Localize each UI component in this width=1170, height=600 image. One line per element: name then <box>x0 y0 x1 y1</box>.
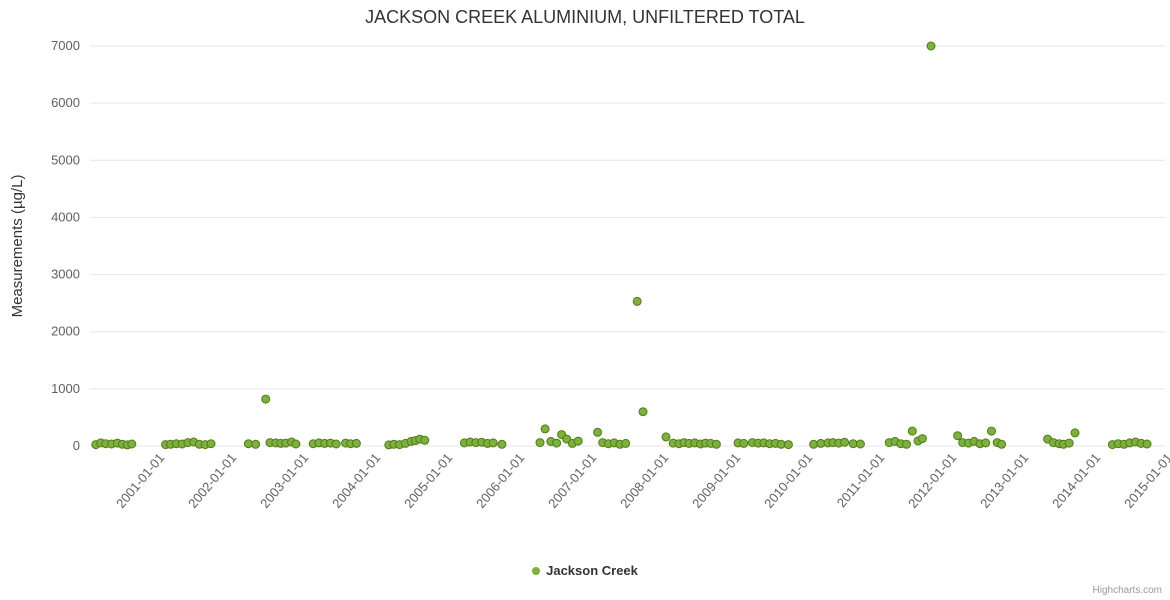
legend-item[interactable]: Jackson Creek <box>0 563 1170 578</box>
data-point[interactable] <box>331 439 341 449</box>
data-point[interactable] <box>127 439 137 449</box>
data-point[interactable] <box>1142 439 1152 449</box>
data-point[interactable] <box>783 440 793 450</box>
data-point[interactable] <box>855 439 865 449</box>
data-point[interactable] <box>926 41 936 51</box>
y-axis-tick-label: 4000 <box>51 209 80 224</box>
data-point[interactable] <box>573 436 583 446</box>
y-axis-tick-label: 5000 <box>51 152 80 167</box>
x-axis-tick-label: 2010-01-01 <box>761 450 815 511</box>
legend-marker-icon <box>532 566 541 575</box>
x-axis-tick-label: 2003-01-01 <box>257 450 311 511</box>
data-point[interactable] <box>632 296 642 306</box>
y-axis-tick-label: 0 <box>73 438 80 453</box>
data-point[interactable] <box>351 438 361 448</box>
data-point[interactable] <box>261 394 271 404</box>
data-point[interactable] <box>488 438 498 448</box>
x-axis-tick-label: 2007-01-01 <box>545 450 599 511</box>
data-point[interactable] <box>552 438 562 448</box>
highcharts-credits-link[interactable]: Highcharts.com <box>1092 585 1162 596</box>
data-point[interactable] <box>291 439 301 449</box>
data-point[interactable] <box>535 438 545 448</box>
data-point[interactable] <box>540 424 550 434</box>
x-axis-tick-label: 2005-01-01 <box>401 450 455 511</box>
chart-title: JACKSON CREEK ALUMINIUM, UNFILTERED TOTA… <box>365 7 805 27</box>
x-axis-tick-label: 2001-01-01 <box>113 450 167 511</box>
x-axis-tick-label: 2014-01-01 <box>1049 450 1103 511</box>
x-axis-tick-label: 2015-01-01 <box>1121 450 1170 511</box>
x-axis-tick-label: 2006-01-01 <box>473 450 527 511</box>
data-point[interactable] <box>840 437 850 447</box>
data-point[interactable] <box>206 439 216 449</box>
y-axis-tick-label: 7000 <box>51 38 80 53</box>
data-point[interactable] <box>953 431 963 441</box>
x-axis-tick-label: 2012-01-01 <box>905 450 959 511</box>
x-axis-tick-label: 2004-01-01 <box>329 450 383 511</box>
y-axis-tick-label: 1000 <box>51 381 80 396</box>
data-point[interactable] <box>1070 428 1080 438</box>
data-point[interactable] <box>902 439 911 449</box>
data-point[interactable] <box>987 426 996 436</box>
data-point[interactable] <box>251 439 261 449</box>
data-point[interactable] <box>497 439 507 449</box>
x-axis-tick-label: 2002-01-01 <box>185 450 239 511</box>
data-point[interactable] <box>917 434 927 444</box>
data-point[interactable] <box>420 435 430 445</box>
x-axis-tick-label: 2013-01-01 <box>977 450 1031 511</box>
data-point[interactable] <box>981 438 991 448</box>
data-point[interactable] <box>1064 438 1074 448</box>
data-point[interactable] <box>907 426 917 436</box>
data-point[interactable] <box>711 439 721 449</box>
y-axis-title: Measurements (µg/L) <box>9 175 26 318</box>
data-point[interactable] <box>739 438 749 448</box>
data-point[interactable] <box>621 438 631 448</box>
y-axis-tick-label: 3000 <box>51 267 80 282</box>
data-point[interactable] <box>997 439 1007 449</box>
legend-label: Jackson Creek <box>546 563 638 578</box>
y-axis-tick-label: 2000 <box>51 324 80 339</box>
x-axis-tick-label: 2009-01-01 <box>689 450 743 511</box>
y-axis-tick-label: 6000 <box>51 95 80 110</box>
x-axis-tick-label: 2011-01-01 <box>834 450 888 510</box>
data-point[interactable] <box>593 427 603 437</box>
x-axis-tick-label: 2008-01-01 <box>617 450 671 511</box>
data-point[interactable] <box>638 407 648 417</box>
data-point[interactable] <box>661 432 671 442</box>
